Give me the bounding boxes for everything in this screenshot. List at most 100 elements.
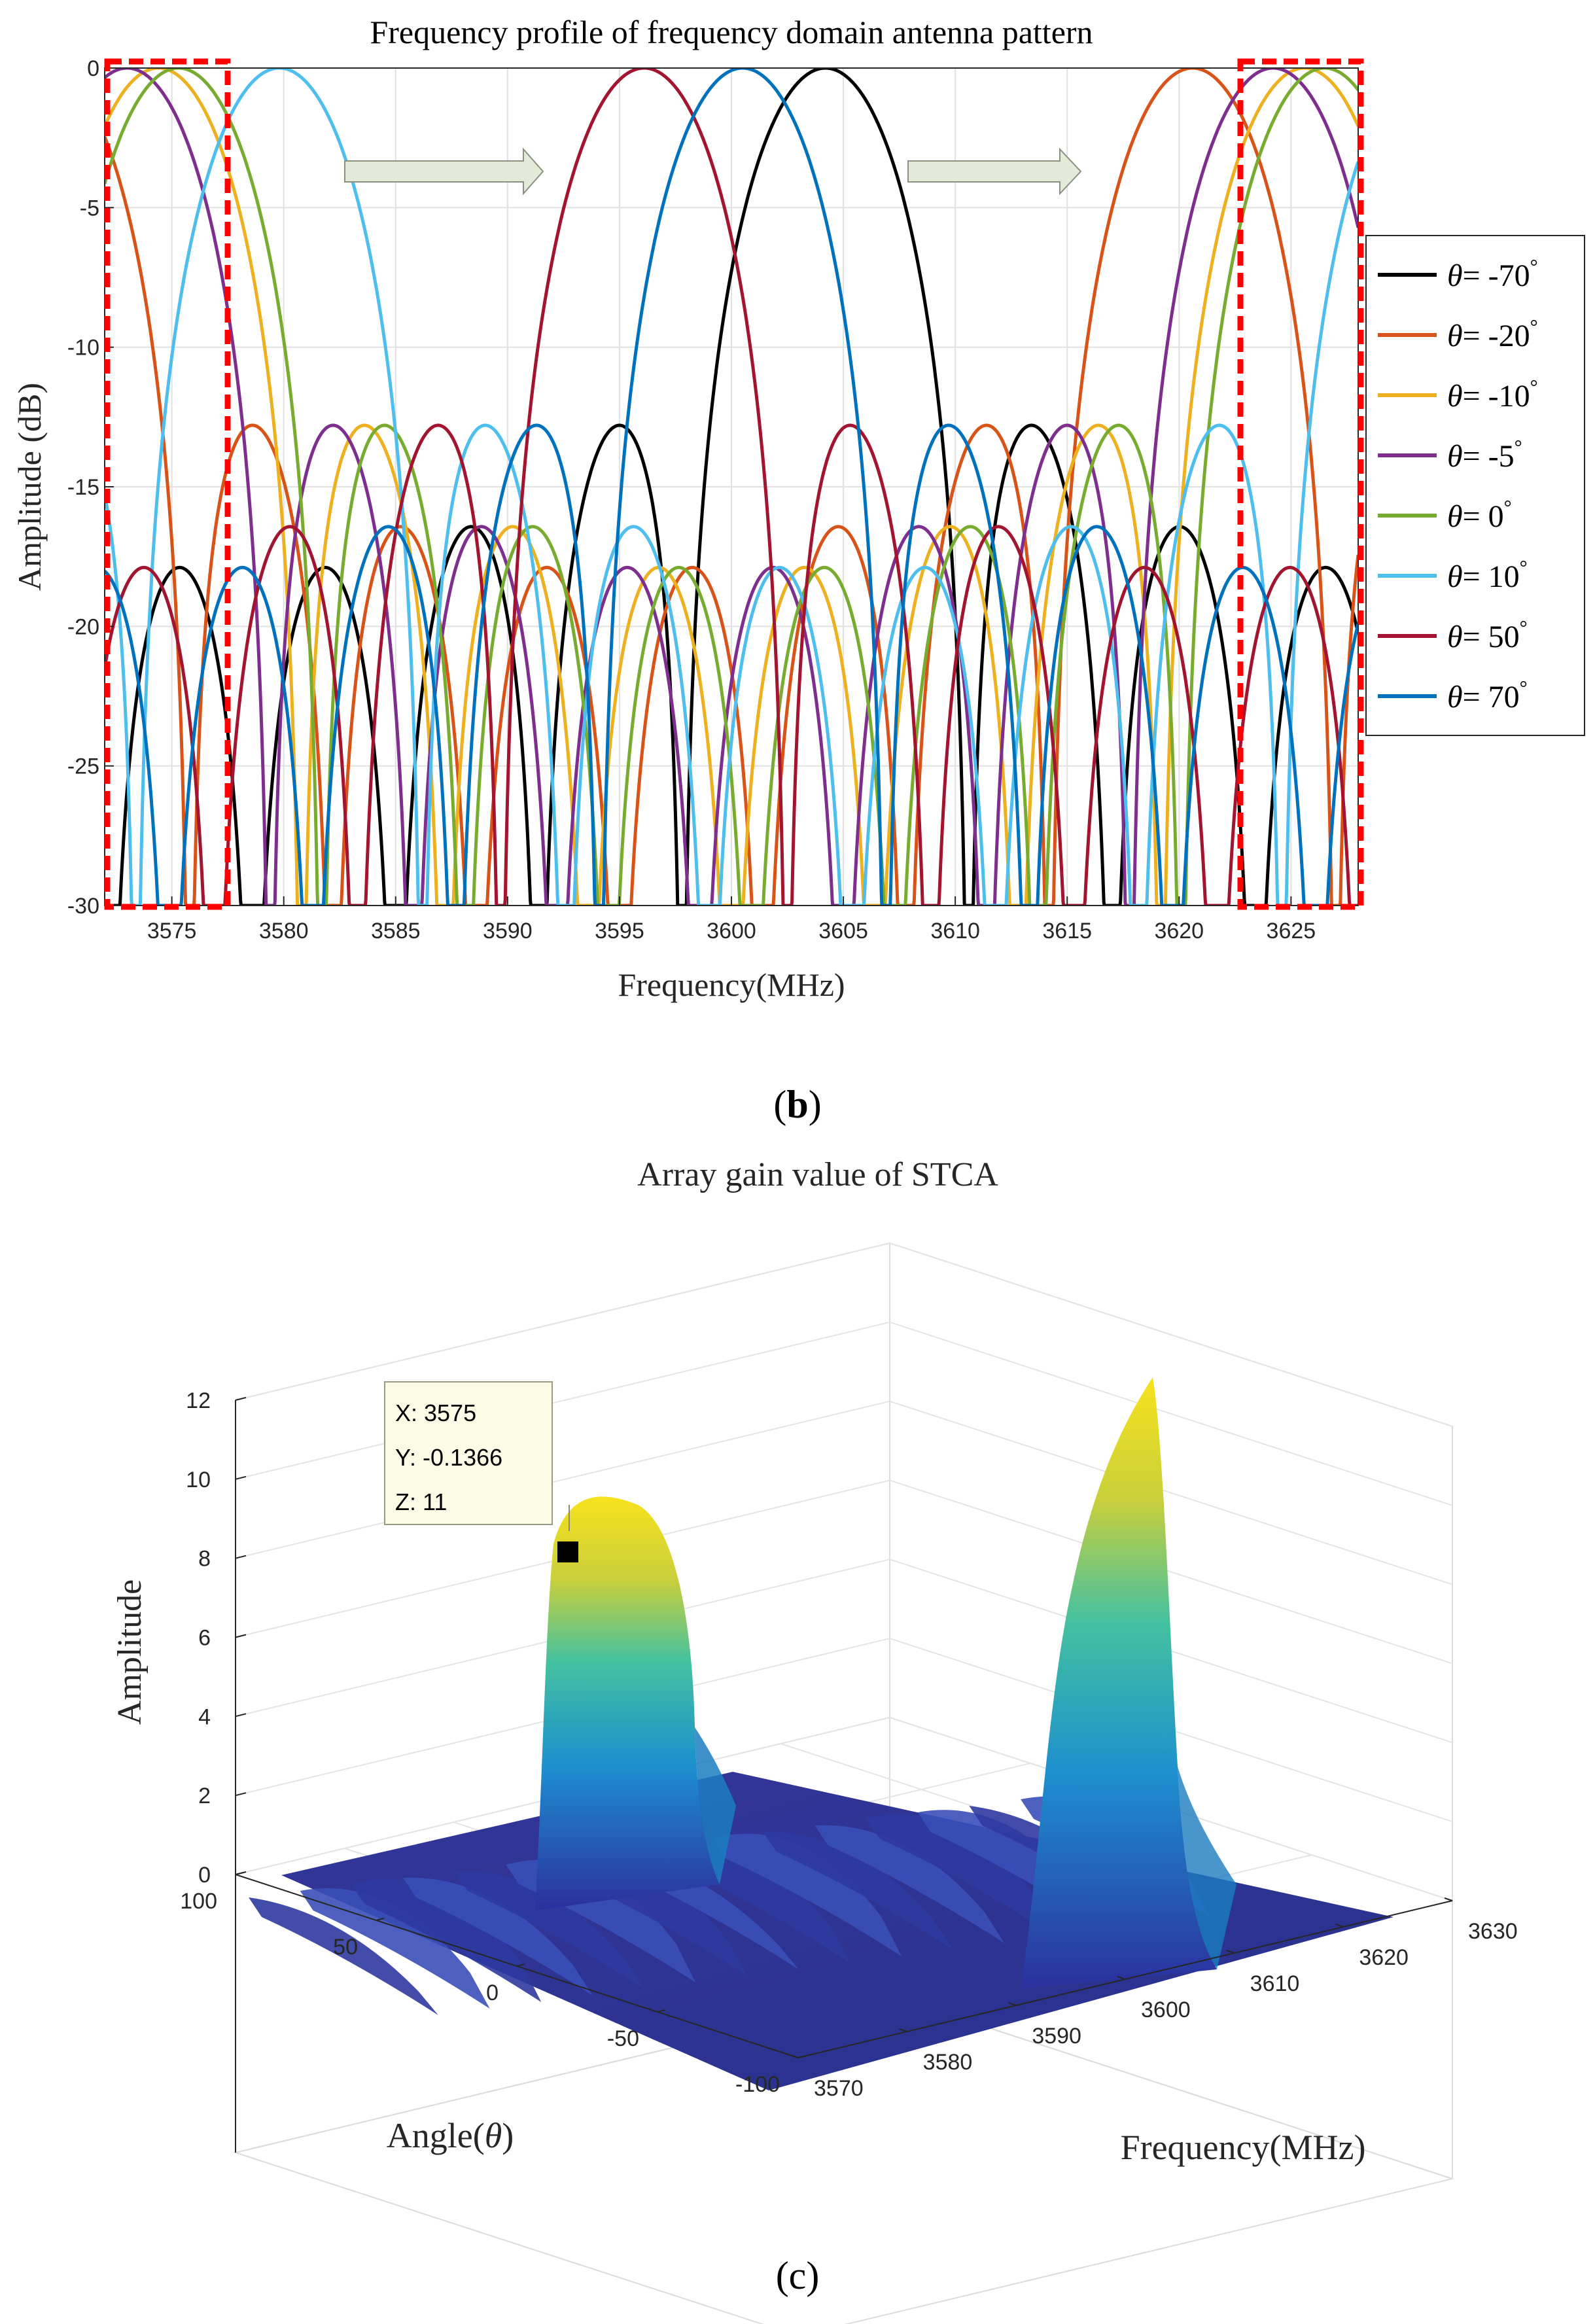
legend-item: θ= 70° <box>1378 677 1528 714</box>
surface-ridge <box>712 1833 902 1956</box>
surface-peak-left-shade <box>695 1727 736 1884</box>
chart-c-surface <box>249 1377 1393 2090</box>
y-tick-label: 100 <box>180 1889 217 1914</box>
x-tick-mark <box>1008 2002 1017 2006</box>
chart-c: Array gain value of STCA 0 2 4 6 8 10 12 -100 -5… <box>111 1156 1518 2324</box>
legend-item: θ= 50° <box>1378 617 1528 654</box>
legend-label: θ= -70° <box>1447 256 1538 293</box>
chart-b-title: Frequency profile of frequency domain an… <box>370 14 1093 50</box>
z-grid-left <box>235 1400 890 1559</box>
highlight-boxes <box>104 58 1364 910</box>
y-tick-label: -30 <box>67 894 99 919</box>
x-tick-label: 3625 <box>1267 919 1316 943</box>
surface-ridges <box>249 1796 1210 2015</box>
legend-label: θ= 0° <box>1447 497 1512 534</box>
legend-item: θ= -70° <box>1378 256 1538 293</box>
x-tick-label: 3575 <box>147 919 197 943</box>
y-tick-mark <box>516 1963 525 1967</box>
z-tick-label: 8 <box>198 1547 211 1572</box>
surface-ridge <box>351 1879 542 2002</box>
y-tick-label: -10 <box>67 336 99 361</box>
datatip-z: Z: 11 <box>395 1488 447 1515</box>
series-line-lightblue <box>105 68 1358 906</box>
chart-c-zlabel: Amplitude <box>111 1579 149 1725</box>
y-tick-label: -20 <box>67 614 99 639</box>
y-tick-label: 0 <box>87 56 99 81</box>
legend-item: θ= 0° <box>1378 497 1512 534</box>
shift-arrow-right <box>907 147 1082 196</box>
chart-b-series-group <box>105 68 1358 906</box>
y-tick-label: -5 <box>80 196 99 220</box>
surface-ridge <box>815 1825 1005 1943</box>
x-tick-label: 3600 <box>1141 1998 1191 2022</box>
z-tick-label: 10 <box>186 1468 211 1492</box>
legend-box <box>1365 235 1585 736</box>
x-tick-label: 3610 <box>1250 1971 1300 1996</box>
legend-item: θ= -5° <box>1378 436 1522 474</box>
series-line-blue <box>105 68 1358 906</box>
datatip-box <box>384 1381 553 1525</box>
surface-ridge <box>300 1888 490 2009</box>
y-tick-label: -15 <box>67 475 99 500</box>
series-line-yellow <box>105 68 1358 906</box>
x-tick-label: 3590 <box>483 919 533 943</box>
surface-ridge <box>454 1871 644 1989</box>
z-tick-mark <box>235 1475 247 1480</box>
chart-c-ticks: 0 2 4 6 8 10 12 -100 -50 0 50 100 3570 3580 3590 3600 36… <box>180 1388 1517 2101</box>
y-tick-label: 0 <box>486 1981 499 2005</box>
x-tick-label: 3595 <box>595 919 644 943</box>
z-tick-label: 0 <box>198 1863 211 1888</box>
z-tick-label: 12 <box>186 1388 211 1413</box>
y-tick-label: -25 <box>67 754 99 779</box>
x-tick-label: 3620 <box>1154 919 1204 943</box>
legend-label: θ= -20° <box>1447 316 1538 353</box>
chart-b-y-ticks: 0 -5 -10 -15 -20 -25 -30 <box>67 56 114 919</box>
chart-c-xlabel: Frequency(MHz) <box>1121 2128 1366 2167</box>
shift-arrow-left <box>344 147 544 196</box>
legend-item: θ= -10° <box>1378 376 1538 414</box>
z-grid-right <box>889 1400 1453 1585</box>
y-tick-mark <box>657 2009 666 2013</box>
datatip[interactable]: X: 3575 Y: -0.1366 Z: 11 <box>384 1381 578 1562</box>
legend-label: θ= 50° <box>1447 617 1528 654</box>
x-tick-label: 3620 <box>1359 1945 1409 1970</box>
x-tick-mark <box>1444 1897 1453 1901</box>
chart-c-ylabel: Angle(θ) <box>387 2116 514 2155</box>
x-tick-label: 3605 <box>818 919 868 943</box>
chart-b-x-ticks: 3575 3580 3585 3590 3595 3600 3605 3610 3615 3620… <box>147 896 1316 943</box>
surface-ridge <box>763 1831 953 1950</box>
y-tick-label: 50 <box>333 1935 358 1960</box>
legend-label: θ= -5° <box>1447 436 1522 474</box>
z-grid-right <box>889 1242 1453 1427</box>
z-grid-right <box>889 1479 1453 1664</box>
legend-label: θ= 10° <box>1447 557 1528 594</box>
caption-c: (c) <box>776 2254 820 2297</box>
chart-b-xlabel: Frequency(MHz) <box>618 966 845 1003</box>
x-tick-label: 3585 <box>371 919 421 943</box>
datatip-x: X: 3575 <box>395 1400 476 1426</box>
series-line-darkred <box>105 68 1358 906</box>
z-tick-mark <box>235 1713 247 1717</box>
y-tick-mark <box>798 2055 807 2058</box>
surface-peak-right <box>1021 1377 1217 1989</box>
series-line-green <box>105 68 1358 906</box>
x-tick-label: 3570 <box>814 2076 864 2101</box>
z-tick-mark <box>235 1397 247 1401</box>
x-tick-label: 3580 <box>259 919 309 943</box>
series-line-black <box>105 68 1358 906</box>
x-tick-mark <box>899 2028 907 2032</box>
z-grid-left <box>235 1321 890 1480</box>
legend-label: θ= 70° <box>1447 677 1528 714</box>
highlight-box-right <box>1237 58 1364 910</box>
x-tick-label: 3590 <box>1032 2024 1081 2049</box>
z-tick-label: 4 <box>198 1704 211 1729</box>
x-tick-mark <box>1117 1976 1126 1980</box>
y-tick-label: -100 <box>735 2072 780 2097</box>
surface-peak-left <box>535 1496 720 1910</box>
datatip-marker[interactable] <box>557 1541 578 1562</box>
legend-item: θ= 10° <box>1378 557 1528 594</box>
x-tick-label: 3610 <box>930 919 980 943</box>
x-tick-mark <box>1226 1950 1235 1954</box>
datatip-y: Y: -0.1366 <box>395 1444 502 1471</box>
legend-item: θ= -20° <box>1378 316 1538 353</box>
